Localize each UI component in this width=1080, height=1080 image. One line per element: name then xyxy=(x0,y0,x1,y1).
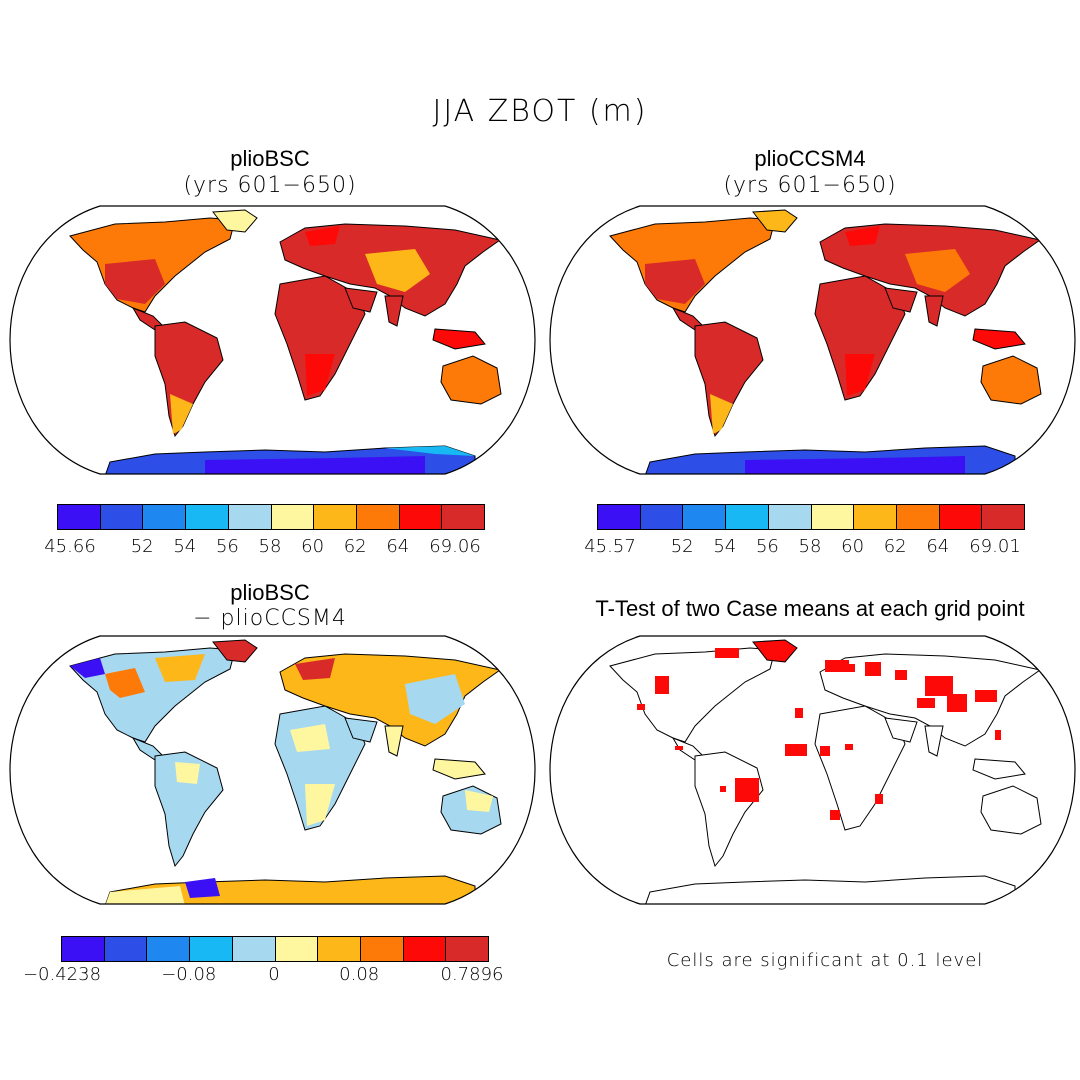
panel3-subtitle: − plioCCSM4 xyxy=(193,606,347,631)
map-ttest xyxy=(549,635,1076,905)
colorbar-segment xyxy=(442,505,485,529)
significance-note: Cells are significant at 0.1 level xyxy=(666,950,984,971)
colorbar-tick-label: 60 xyxy=(841,536,865,557)
colorbar-segment xyxy=(190,937,233,961)
colorbar-segment xyxy=(143,505,187,529)
greenland-land xyxy=(212,209,258,233)
colorbar-panel1 xyxy=(57,504,485,530)
colorbar-segment xyxy=(403,937,447,961)
colorbar-tick-label: 0 xyxy=(268,964,280,985)
colorbar-tick-label: 56 xyxy=(755,536,779,557)
panel2-subtitle: (yrs 601−650) xyxy=(723,173,897,198)
greenland-outline xyxy=(752,639,798,663)
south-america-land xyxy=(154,751,224,868)
panel4-title: T-Test of two Case means at each grid po… xyxy=(595,596,1025,621)
cbar3-max-label: 0.7896 xyxy=(440,964,504,985)
colorbar-segment xyxy=(854,505,897,529)
figure-title: JJA ZBOT (m) xyxy=(432,94,648,129)
north-america-outline xyxy=(609,647,776,743)
greenland-land xyxy=(752,209,798,233)
panel3-title: plioBSC xyxy=(230,580,310,605)
panel1-title: plioBSC xyxy=(230,146,310,171)
greenland-land xyxy=(212,639,258,663)
colorbar-tick-label: 58 xyxy=(258,536,282,557)
colorbar-segment xyxy=(62,937,105,961)
colorbar-segment xyxy=(186,505,229,529)
colorbar-tick-label: 52 xyxy=(670,536,694,557)
colorbar-segment xyxy=(896,505,940,529)
cbar1-min-label: 45.66 xyxy=(44,536,96,557)
colorbar-segment xyxy=(275,937,319,961)
significant-cells xyxy=(637,648,1001,820)
panel2-title: plioCCSM4 xyxy=(754,146,866,171)
colorbar-segment xyxy=(598,505,641,529)
map-pliobsc xyxy=(9,205,536,475)
colorbar-tick-label: 62 xyxy=(343,536,367,557)
colorbar-tick-label: −0.08 xyxy=(161,964,217,985)
australia-land xyxy=(980,355,1042,405)
colorbar-segment xyxy=(104,937,148,961)
south-america-land xyxy=(694,321,764,438)
australia-outline xyxy=(980,785,1042,835)
colorbar-panel3 xyxy=(61,936,489,962)
colorbar-segment xyxy=(982,505,1025,529)
australia-land xyxy=(440,355,502,405)
colorbar-segment xyxy=(811,505,855,529)
colorbar-tick-label: 64 xyxy=(386,536,410,557)
colorbar-segment xyxy=(271,505,315,529)
colorbar-tick-label: 54 xyxy=(713,536,737,557)
colorbar-tick-label: 60 xyxy=(301,536,325,557)
colorbar-segment xyxy=(58,505,101,529)
colorbar-segment xyxy=(147,937,191,961)
colorbar-segment xyxy=(232,937,276,961)
colorbar-segment xyxy=(640,505,684,529)
colorbar-tick-label: 52 xyxy=(130,536,154,557)
cbar3-min-label: −0.4238 xyxy=(22,964,102,985)
colorbar-segment xyxy=(399,505,443,529)
colorbar-segment xyxy=(768,505,812,529)
colorbar-tick-label: 62 xyxy=(883,536,907,557)
map-plioccsm4 xyxy=(549,205,1076,475)
colorbar-tick-label: 54 xyxy=(173,536,197,557)
colorbar-segment xyxy=(446,937,489,961)
colorbar-segment xyxy=(314,505,357,529)
colorbar-tick-label: 64 xyxy=(926,536,950,557)
map-difference xyxy=(9,635,536,905)
cbar1-max-label: 69.06 xyxy=(429,536,481,557)
colorbar-tick-label: 0.08 xyxy=(339,964,380,985)
colorbar-segment xyxy=(683,505,727,529)
antarctica-outline xyxy=(644,875,1016,904)
panel1-subtitle: (yrs 601−650) xyxy=(183,173,357,198)
south-america-land xyxy=(154,321,224,438)
south-america-outline xyxy=(694,751,764,868)
colorbar-segment xyxy=(939,505,983,529)
colorbar-panel2 xyxy=(597,504,1025,530)
colorbar-segment xyxy=(100,505,144,529)
colorbar-tick-label: 56 xyxy=(215,536,239,557)
cbar2-max-label: 69.01 xyxy=(969,536,1021,557)
cbar2-min-label: 45.57 xyxy=(584,536,636,557)
colorbar-segment xyxy=(360,937,404,961)
colorbar-tick-label: 58 xyxy=(798,536,822,557)
colorbar-segment xyxy=(356,505,400,529)
colorbar-segment xyxy=(228,505,272,529)
colorbar-segment xyxy=(318,937,361,961)
colorbar-segment xyxy=(726,505,769,529)
